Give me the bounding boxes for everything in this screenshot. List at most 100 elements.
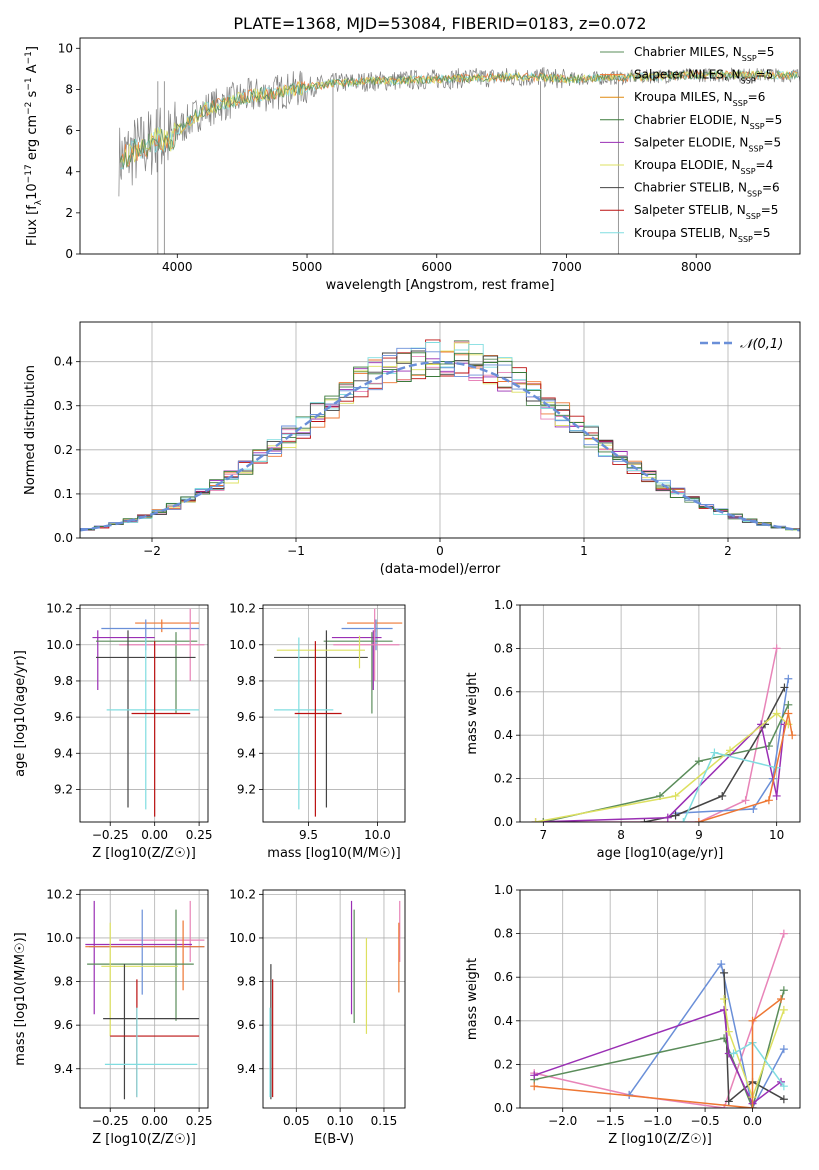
errorbar-point xyxy=(85,900,192,1015)
weight-marker xyxy=(779,1045,788,1054)
axes-frame xyxy=(79,604,209,823)
legend-entry: Salpeter MILES, NSSP=5 xyxy=(634,68,773,86)
weight-marker xyxy=(779,986,788,995)
weight-marker xyxy=(694,818,703,822)
y-tick-label: 9.2 xyxy=(237,782,256,796)
weight-marker xyxy=(748,1104,757,1108)
x-tick-label: −2 xyxy=(143,544,161,558)
y-tick-label: 0.4 xyxy=(494,728,513,742)
x-axis-label: E(B-V) xyxy=(314,1132,354,1147)
x-tick-label: 0.25 xyxy=(186,1114,213,1128)
y-tick-label: 9.6 xyxy=(54,1018,73,1032)
weight-marker xyxy=(710,748,719,757)
y-tick-label: 10.0 xyxy=(229,931,256,945)
weight-marker xyxy=(679,818,688,822)
weight-marker xyxy=(724,1097,733,1106)
y-tick-label: 10.0 xyxy=(46,931,73,945)
y-axis-label: age [log10(age/yr)] xyxy=(13,650,28,777)
weight-marker xyxy=(772,709,781,718)
panel-weight_vs_age: 7 8 9 10 0.0 0.2 0.4 0.6 0.8 1.0 age [log10(age/yr… xyxy=(465,598,801,861)
weight-marker xyxy=(671,811,680,820)
weight-marker xyxy=(777,995,786,1003)
weight-marker xyxy=(720,968,729,977)
legend-entry: Salpeter STELIB, NSSP=5 xyxy=(634,203,778,221)
y-tick-label: 9.4 xyxy=(54,1062,73,1076)
x-tick-label: 10 xyxy=(769,828,784,842)
y-tick-label: 0 xyxy=(65,247,73,261)
panel-mass_vs_ebv: 0.05 0.10 0.15 9.4 9.6 9.8 10.0 10.2 E(B-V) xyxy=(229,887,406,1147)
legend-entry: Chabrier STELIB, NSSP=6 xyxy=(634,181,780,199)
x-tick-label: 5000 xyxy=(292,260,323,274)
axes-frame xyxy=(79,321,801,539)
y-tick-label: 9.8 xyxy=(54,975,73,989)
errorbar-point xyxy=(101,619,200,651)
x-axis-label: wavelength [Angstrom, rest frame] xyxy=(326,278,555,293)
x-axis-label: mass [log10(M/M☉)] xyxy=(267,846,400,861)
weight-marker xyxy=(772,644,781,653)
legend-entry: 𝒩(0,1) xyxy=(740,337,783,352)
weight-marker xyxy=(780,683,789,692)
axes-frame xyxy=(519,889,801,1109)
panel-weight_vs_Z: −2.0 −1.5 −1.0 −0.5 0.0 0.0 0.2 0.4 0.6 0.8 1.0 Z [… xyxy=(465,883,801,1147)
errorbar-point xyxy=(323,632,393,714)
x-tick-label: 7 xyxy=(540,828,548,842)
x-axis-label: Z [log10(Z/Z☉)] xyxy=(608,1132,712,1147)
y-tick-label: 6 xyxy=(65,124,73,138)
errorbar-point xyxy=(103,964,200,1100)
legend-entry: Chabrier ELODIE, NSSP=5 xyxy=(634,113,782,131)
y-tick-label: 4 xyxy=(65,165,73,179)
weight-series-line xyxy=(628,962,785,1108)
x-tick-label: −1.0 xyxy=(643,1114,672,1128)
x-tick-label: −2.0 xyxy=(548,1114,577,1128)
y-axis-label: mass [log10(M/M☉)] xyxy=(13,932,28,1065)
weight-marker xyxy=(531,818,540,822)
x-tick-label: 0 xyxy=(436,544,444,558)
axes-frame xyxy=(262,604,406,823)
spectrum-legend: Chabrier MILES, NSSP=5 Salpeter MILES, NS… xyxy=(600,45,782,243)
x-tick-label: 2 xyxy=(724,544,732,558)
axes-frame xyxy=(79,37,801,255)
mass_vs_Z-plot-area xyxy=(80,890,208,1108)
errorbar-point xyxy=(276,635,366,669)
weight-series-line xyxy=(698,713,793,822)
weight_vs_age-plot-area xyxy=(520,605,800,822)
x-axis-label: age [log10(age/yr)] xyxy=(597,846,724,861)
y-tick-label: 1.0 xyxy=(494,598,513,612)
weight-marker xyxy=(784,709,793,718)
y-tick-label: 10.0 xyxy=(229,638,256,652)
y-tick-label: 0.4 xyxy=(494,1014,513,1028)
errorbar-point xyxy=(106,637,200,810)
weight-marker xyxy=(717,960,726,969)
y-tick-label: 9.8 xyxy=(237,674,256,688)
x-axis-label: Z [log10(Z/Z☉)] xyxy=(92,846,196,861)
x-tick-label: 0.25 xyxy=(186,828,213,842)
errorbar-point xyxy=(96,632,198,714)
panel-mass_vs_Z: −0.25 0.00 0.25 9.4 9.6 9.8 10.0 10.2 Z [log10(Z… xyxy=(13,887,212,1147)
weight-marker xyxy=(729,1049,738,1058)
weight-marker xyxy=(764,796,773,805)
errorbar-point xyxy=(331,630,382,690)
weight-series-line xyxy=(543,704,789,822)
panel-age_vs_Z: −0.25 0.00 0.25 9.2 9.4 9.6 9.8 10.0 10.2 Z [log1… xyxy=(13,602,212,861)
weight-marker xyxy=(788,731,797,740)
weight-marker xyxy=(741,796,750,805)
panel-residuals: −2 −1 0 1 2 0.0 0.1 0.2 0.3 0.4 (data-model)/error… xyxy=(23,321,801,577)
x-tick-label: 0.0 xyxy=(743,1114,762,1128)
errorbar-point xyxy=(274,637,334,810)
y-tick-label: 9.6 xyxy=(237,710,256,724)
y-tick-label: 9.4 xyxy=(54,746,73,760)
y-tick-label: 10.2 xyxy=(46,887,73,901)
weight-marker xyxy=(720,995,729,1003)
x-tick-label: 9 xyxy=(695,828,703,842)
x-tick-label: 0.00 xyxy=(141,1114,168,1128)
panel-spectrum: 4000 5000 6000 7000 8000 0 2 4 6 8 10 wavelength [A… xyxy=(24,37,801,293)
histogram-series xyxy=(80,347,800,538)
errorbar-point xyxy=(341,619,393,651)
weight-marker xyxy=(726,746,734,755)
normal-distribution-curve xyxy=(80,360,800,532)
errorbar-point xyxy=(131,641,191,817)
legend-entry: Kroupa STELIB, NSSP=5 xyxy=(634,226,771,244)
x-tick-label: 0.00 xyxy=(141,828,168,842)
y-tick-label: 0.2 xyxy=(54,443,73,457)
